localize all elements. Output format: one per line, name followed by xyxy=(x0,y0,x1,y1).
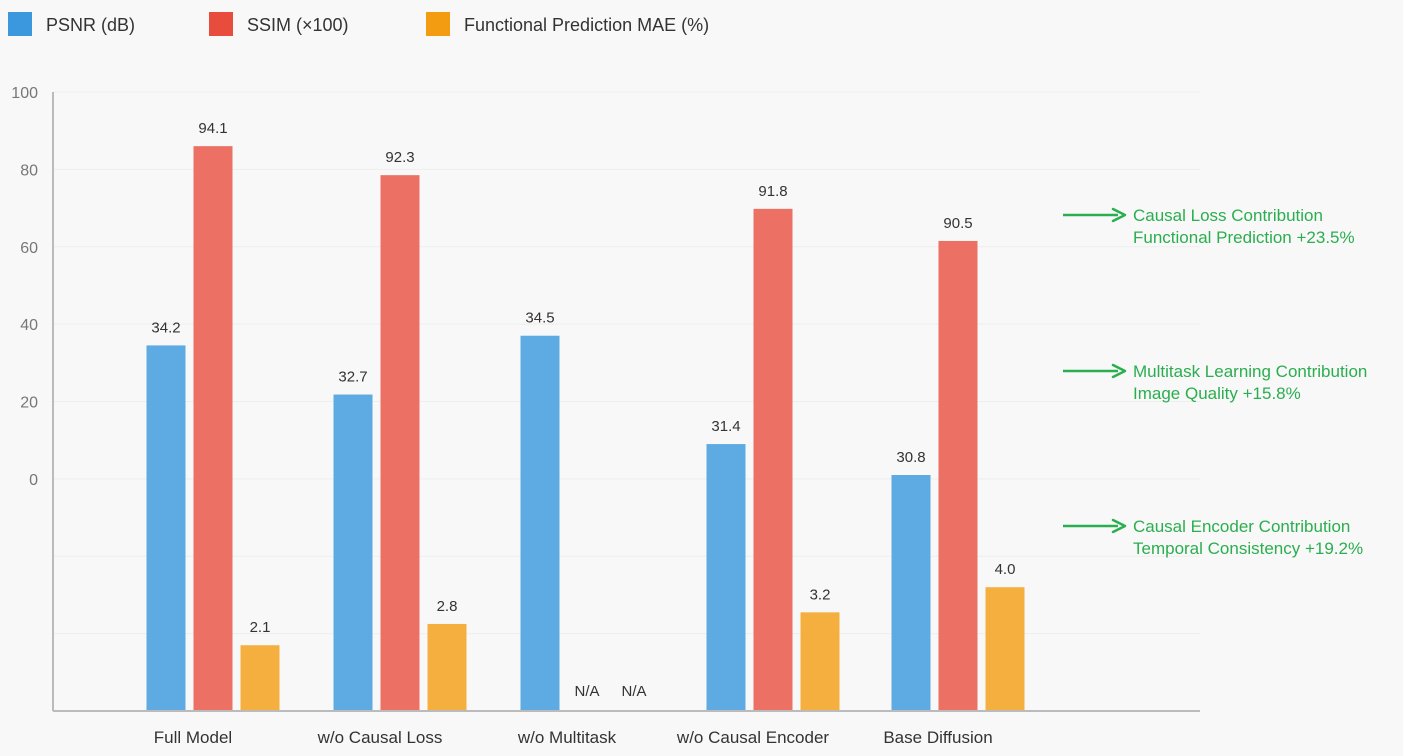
legend: PSNR (dB) SSIM (×100) Functional Predictio… xyxy=(8,12,709,36)
annotation-title: Causal Encoder Contribution xyxy=(1133,517,1350,536)
bar-3-1 xyxy=(240,645,280,711)
bar-3-5 xyxy=(985,587,1025,711)
arrow-head-icon xyxy=(1111,518,1127,534)
axes xyxy=(52,92,1200,712)
annotation-title: Causal Loss Contribution xyxy=(1133,206,1323,225)
annotation-detail: Temporal Consistency +19.2% xyxy=(1133,539,1363,558)
arrow-head-icon xyxy=(1111,207,1127,223)
value-label: 2.1 xyxy=(250,619,271,636)
annotations: Causal Loss Contribution Functional Predi… xyxy=(1063,206,1367,558)
legend-label-1: PSNR (dB) xyxy=(46,15,135,35)
bar-1-5 xyxy=(891,475,931,711)
grid-lines xyxy=(53,91,1200,635)
legend-swatch-1 xyxy=(8,12,32,36)
value-label: 92.3 xyxy=(385,149,414,166)
annotation-detail: Functional Prediction +23.5% xyxy=(1133,228,1355,247)
bar-2-4 xyxy=(753,208,793,711)
legend-label-2: SSIM (×100) xyxy=(247,15,349,35)
value-labels: 34.2 94.1 2.1 32.7 92.3 2.8 34.5 N/A N/A 31.4 91.8… xyxy=(151,120,1015,700)
value-label: 90.5 xyxy=(943,215,972,232)
value-label: 94.1 xyxy=(198,120,227,137)
bar-2-1 xyxy=(193,146,233,712)
bars xyxy=(146,146,1025,712)
annotation-2: Multitask Learning Contribution Image Qua… xyxy=(1063,362,1367,403)
y-tick-label: 20 xyxy=(20,395,38,412)
annotation-3: Causal Encoder Contribution Temporal Cons… xyxy=(1063,517,1363,558)
y-tick-label: 60 xyxy=(20,240,38,257)
category-label: w/o Causal Loss xyxy=(317,728,443,747)
y-tick-label: 0 xyxy=(29,472,38,489)
y-tick-label: 40 xyxy=(20,317,38,334)
value-label: 34.5 xyxy=(525,310,554,327)
bar-3-2 xyxy=(427,623,467,711)
legend-swatch-3 xyxy=(426,12,450,36)
x-axis-categories: Full Model w/o Causal Loss w/o Multitask w/… xyxy=(154,728,993,747)
na-label: N/A xyxy=(574,683,599,700)
bar-2-2 xyxy=(380,175,420,712)
annotation-detail: Image Quality +15.8% xyxy=(1133,384,1301,403)
category-label: w/o Multitask xyxy=(517,728,617,747)
category-label: Base Diffusion xyxy=(883,728,992,747)
arrow-head-icon xyxy=(1111,363,1127,379)
value-label: 3.2 xyxy=(810,586,831,603)
value-label: 4.0 xyxy=(995,561,1016,578)
value-label: 34.2 xyxy=(151,319,180,336)
y-axis-ticks: 0 20 40 60 80 100 xyxy=(11,85,38,489)
annotation-1: Causal Loss Contribution Functional Predi… xyxy=(1063,206,1355,247)
legend-swatch-2 xyxy=(209,12,233,36)
value-label: 91.8 xyxy=(758,183,787,200)
na-label: N/A xyxy=(621,683,646,700)
annotation-title: Multitask Learning Contribution xyxy=(1133,362,1367,381)
value-label: 30.8 xyxy=(896,449,925,466)
category-label: w/o Causal Encoder xyxy=(676,728,829,747)
value-label: 32.7 xyxy=(338,369,367,386)
legend-label-3: Functional Prediction MAE (%) xyxy=(464,15,709,35)
value-label: 31.4 xyxy=(711,418,740,435)
y-tick-label: 100 xyxy=(11,85,38,102)
bar-1-1 xyxy=(146,345,186,711)
bar-1-3 xyxy=(520,335,560,711)
value-label: 2.8 xyxy=(437,598,458,615)
y-tick-label: 80 xyxy=(20,162,38,179)
bar-3-4 xyxy=(800,612,840,711)
category-label: Full Model xyxy=(154,728,232,747)
bar-1-4 xyxy=(706,444,746,711)
bar-1-2 xyxy=(333,394,373,711)
bar-2-5 xyxy=(938,240,978,711)
